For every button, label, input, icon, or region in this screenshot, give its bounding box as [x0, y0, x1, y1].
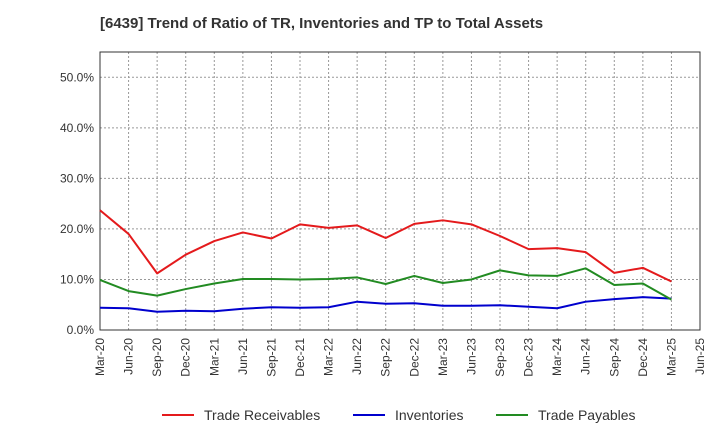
legend-item-trade-receivables: Trade Receivables	[162, 404, 320, 426]
x-tick-label: Sep-22	[379, 338, 393, 377]
y-tick-label: 10.0%	[60, 272, 94, 286]
x-tick-label: Mar-22	[322, 338, 336, 376]
chart-title: [6439] Trend of Ratio of TR, Inventories…	[100, 15, 544, 32]
series-line-trade-receivables	[99, 209, 672, 283]
legend-swatch-trade-payables	[496, 414, 528, 416]
legend-label-inventories: Inventories	[395, 407, 464, 423]
x-tick-label: Jun-20	[122, 338, 136, 375]
x-tick-label: Jun-23	[464, 338, 478, 375]
axis-layer: 0.0% 10.0% 20.0% 30.0% 40.0% 50.0% Mar-20 Jun-2…	[60, 70, 707, 376]
x-tick-label: Sep-21	[264, 338, 278, 377]
plot-frame	[99, 51, 701, 331]
legend-item-trade-payables: Trade Payables	[496, 404, 636, 426]
x-tick-label: Jun-21	[236, 338, 250, 375]
x-tick-label: Mar-21	[207, 338, 221, 376]
y-tick-label: 0.0%	[67, 323, 95, 337]
x-tick-label: Mar-23	[436, 338, 450, 376]
legend-label-trade-payables: Trade Payables	[538, 407, 636, 423]
x-tick-label: Dec-20	[179, 338, 193, 377]
x-tick-label: Dec-24	[636, 338, 650, 377]
series-layer	[99, 209, 672, 313]
x-tick-label: Jun-22	[350, 338, 364, 375]
legend-item-inventories: Inventories	[353, 404, 463, 426]
x-tick-label: Dec-22	[407, 338, 421, 377]
series-line-inventories	[99, 296, 672, 313]
legend: Trade Receivables Inventories Trade Paya…	[0, 404, 720, 426]
x-tick-label: Dec-23	[522, 338, 536, 377]
x-tick-label: Jun-25	[693, 338, 707, 375]
series-line-trade-payables	[99, 267, 672, 301]
x-tick-label: Jun-24	[579, 338, 593, 375]
y-tick-label: 50.0%	[60, 70, 94, 84]
x-tick-label: Mar-20	[93, 338, 107, 376]
x-tick-label: Mar-24	[550, 338, 564, 376]
y-tick-label: 40.0%	[60, 121, 94, 135]
legend-swatch-inventories	[353, 414, 385, 416]
y-tick-label: 20.0%	[60, 222, 94, 236]
x-tick-label: Sep-20	[150, 338, 164, 377]
x-tick-label: Sep-23	[493, 338, 507, 377]
x-tick-label: Dec-21	[293, 338, 307, 377]
legend-label-trade-receivables: Trade Receivables	[204, 407, 321, 423]
legend-swatch-trade-receivables	[162, 414, 194, 416]
x-tick-label: Mar-25	[664, 338, 678, 376]
x-tick-label: Sep-24	[607, 338, 621, 377]
y-tick-label: 30.0%	[60, 171, 94, 185]
